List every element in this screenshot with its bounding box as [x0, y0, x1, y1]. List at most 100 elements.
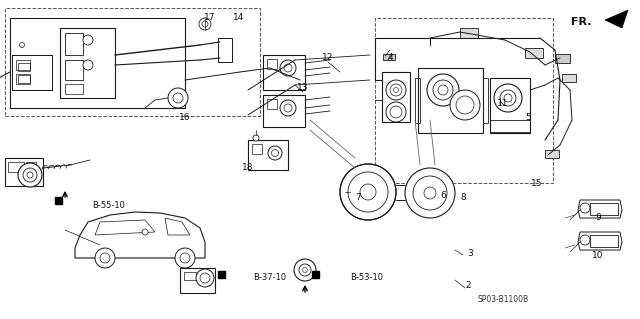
Circle shape	[394, 87, 399, 93]
Bar	[10, 18, 185, 108]
Bar	[252, 144, 262, 154]
Bar	[590, 235, 618, 247]
Circle shape	[504, 94, 512, 102]
Bar	[65, 33, 83, 55]
Circle shape	[23, 168, 37, 182]
Circle shape	[299, 264, 311, 276]
Bar	[525, 48, 543, 58]
Circle shape	[173, 93, 183, 103]
Bar	[545, 150, 559, 158]
Circle shape	[27, 172, 33, 178]
Bar	[490, 78, 530, 133]
Bar	[248, 140, 288, 170]
Circle shape	[303, 268, 307, 272]
Circle shape	[433, 80, 453, 100]
Circle shape	[360, 184, 376, 200]
Bar	[460, 28, 478, 38]
Bar	[490, 120, 530, 132]
Text: FR.: FR.	[572, 17, 592, 27]
Circle shape	[280, 60, 296, 76]
Bar	[383, 54, 395, 60]
Bar	[8, 162, 24, 172]
Bar	[16, 60, 30, 70]
Bar	[312, 271, 319, 278]
Circle shape	[340, 164, 396, 220]
Bar	[415, 78, 420, 123]
Bar	[26, 162, 36, 172]
Circle shape	[580, 203, 590, 213]
Bar	[590, 203, 618, 215]
Bar	[218, 271, 225, 278]
Bar	[180, 268, 215, 293]
Circle shape	[390, 84, 402, 96]
Bar	[267, 99, 277, 109]
Circle shape	[386, 80, 406, 100]
Circle shape	[348, 172, 388, 212]
Text: 4: 4	[387, 54, 393, 63]
Bar	[5, 8, 260, 116]
Text: 5: 5	[525, 114, 531, 122]
Circle shape	[497, 92, 503, 98]
Text: 2: 2	[465, 280, 471, 290]
Circle shape	[580, 235, 590, 245]
Text: 17: 17	[204, 13, 216, 23]
Circle shape	[390, 106, 402, 118]
Bar	[382, 72, 410, 122]
Bar	[5, 158, 43, 186]
Bar	[60, 28, 115, 98]
Circle shape	[199, 18, 211, 30]
Circle shape	[180, 253, 190, 263]
Bar	[562, 74, 576, 82]
Text: 18: 18	[243, 164, 253, 173]
Bar	[375, 18, 553, 183]
Text: B-37-10: B-37-10	[253, 273, 286, 283]
Circle shape	[405, 168, 455, 218]
Text: 15: 15	[531, 179, 543, 188]
Text: 3: 3	[467, 249, 473, 257]
Bar	[184, 272, 196, 280]
Text: 9: 9	[595, 213, 601, 222]
Circle shape	[284, 64, 292, 72]
Circle shape	[268, 146, 282, 160]
Circle shape	[95, 248, 115, 268]
Bar	[18, 75, 30, 83]
Circle shape	[196, 269, 214, 287]
Text: 12: 12	[323, 54, 333, 63]
Text: 13: 13	[297, 84, 308, 93]
Polygon shape	[605, 10, 628, 28]
Circle shape	[200, 273, 210, 283]
Circle shape	[294, 259, 316, 281]
Text: B-53-10: B-53-10	[350, 273, 383, 283]
Bar	[18, 63, 30, 71]
Text: SP03-B1100B: SP03-B1100B	[477, 295, 529, 305]
Circle shape	[168, 88, 188, 108]
Bar	[263, 55, 305, 90]
Circle shape	[427, 74, 459, 106]
Circle shape	[500, 90, 516, 106]
Text: 16: 16	[179, 114, 191, 122]
Bar	[267, 59, 277, 69]
Circle shape	[142, 229, 148, 235]
Bar	[55, 197, 62, 204]
Bar	[16, 74, 30, 84]
Circle shape	[424, 187, 436, 199]
Circle shape	[456, 96, 474, 114]
Text: 7: 7	[355, 194, 361, 203]
Circle shape	[284, 104, 292, 112]
Circle shape	[413, 176, 447, 210]
Circle shape	[100, 253, 110, 263]
Circle shape	[438, 85, 448, 95]
Bar	[12, 55, 52, 90]
Bar	[418, 68, 483, 133]
Circle shape	[175, 248, 195, 268]
Bar	[65, 60, 83, 80]
Text: 10: 10	[592, 251, 604, 261]
Circle shape	[494, 84, 522, 112]
Circle shape	[253, 135, 259, 141]
Text: 11: 11	[497, 99, 509, 108]
Circle shape	[450, 90, 480, 120]
Text: 8: 8	[460, 192, 466, 202]
Bar	[65, 84, 83, 94]
Text: 14: 14	[234, 13, 244, 23]
Circle shape	[280, 100, 296, 116]
